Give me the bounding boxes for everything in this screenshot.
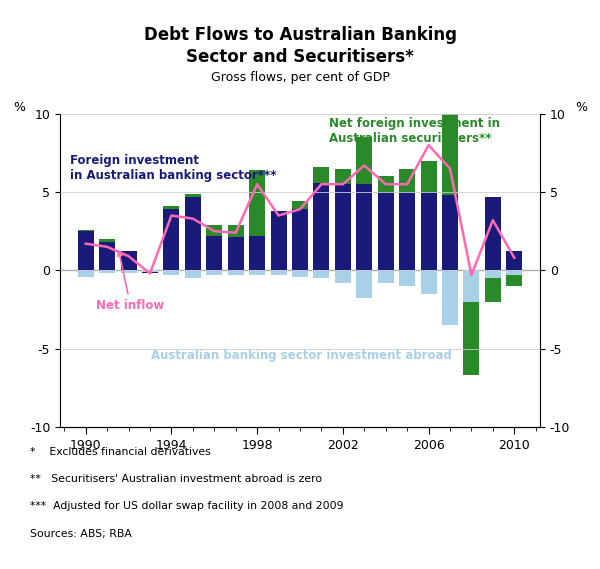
Bar (271, 270, 287, 275)
Bar (356, 270, 373, 298)
Bar (377, 176, 394, 192)
Bar (99, 242, 115, 270)
Bar (442, 270, 458, 325)
Bar (485, 197, 501, 270)
Text: ***  Adjusted for US dollar swap facility in 2008 and 2009: *** Adjusted for US dollar swap facility… (30, 501, 343, 512)
Bar (163, 206, 179, 209)
Bar (206, 270, 223, 275)
Bar (206, 225, 223, 236)
Bar (356, 184, 373, 270)
Bar (292, 209, 308, 270)
Bar (185, 197, 201, 270)
Bar (399, 168, 415, 192)
Bar (142, 270, 158, 274)
Bar (227, 237, 244, 270)
Bar (142, 270, 158, 272)
Bar (421, 160, 437, 192)
Bar (442, 83, 458, 195)
Bar (506, 270, 523, 275)
Bar (313, 183, 329, 270)
Bar (377, 270, 394, 283)
Bar (313, 270, 329, 278)
Text: Australian banking sector investment abroad: Australian banking sector investment abr… (151, 348, 452, 361)
Bar (99, 239, 115, 242)
Bar (335, 168, 351, 184)
Bar (249, 170, 265, 236)
Bar (421, 270, 437, 294)
Bar (77, 231, 94, 270)
Bar (506, 275, 523, 286)
Bar (249, 270, 265, 275)
Text: Net foreign investment in
Australian securitisers**: Net foreign investment in Australian sec… (329, 117, 500, 145)
Text: *    Excludes financial derivatives: * Excludes financial derivatives (30, 447, 211, 457)
Bar (163, 270, 179, 275)
Bar (206, 236, 223, 270)
Text: Net inflow: Net inflow (97, 251, 164, 312)
Bar (227, 270, 244, 275)
Bar (163, 209, 179, 270)
Bar (399, 192, 415, 270)
Bar (313, 167, 329, 183)
Bar (121, 270, 137, 274)
Bar (442, 195, 458, 270)
Bar (421, 192, 437, 270)
Bar (356, 137, 373, 184)
Bar (485, 270, 501, 278)
Bar (99, 270, 115, 274)
Bar (485, 278, 501, 302)
Bar (77, 270, 94, 277)
Bar (249, 236, 265, 270)
Bar (399, 270, 415, 286)
Text: Foreign investment
in Australian banking sector***: Foreign investment in Australian banking… (70, 154, 276, 183)
Text: Sources: ABS; RBA: Sources: ABS; RBA (30, 529, 132, 539)
Bar (121, 251, 137, 270)
Bar (335, 270, 351, 283)
Bar (377, 192, 394, 270)
Bar (185, 270, 201, 278)
Bar (463, 270, 479, 302)
Bar (271, 211, 287, 270)
Text: %: % (575, 101, 587, 114)
Text: Debt Flows to Australian Banking
Sector and Securitisers*: Debt Flows to Australian Banking Sector … (143, 26, 457, 66)
Bar (506, 251, 523, 270)
Bar (292, 201, 308, 209)
Bar (335, 184, 351, 270)
Text: Gross flows, per cent of GDP: Gross flows, per cent of GDP (211, 71, 389, 84)
Bar (185, 193, 201, 197)
Bar (77, 230, 94, 231)
Bar (292, 270, 308, 277)
Text: **   Securitisers' Australian investment abroad is zero: ** Securitisers' Australian investment a… (30, 474, 322, 484)
Bar (463, 302, 479, 375)
Text: %: % (13, 101, 25, 114)
Bar (227, 225, 244, 237)
